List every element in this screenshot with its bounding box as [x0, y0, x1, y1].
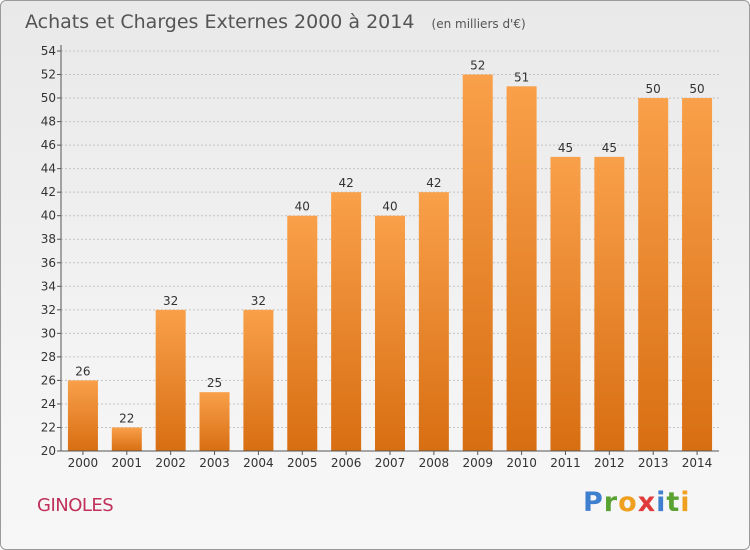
- chart-title-unit: (en milliers d'€): [432, 17, 526, 31]
- logo-letter: r: [603, 487, 619, 518]
- commune-name: GINOLES: [37, 495, 114, 516]
- y-tick-label: 22: [41, 420, 56, 434]
- bars: 26 22 32 25 32 40 42 40 42 52 51 45 45 50 50: [67, 59, 713, 452]
- logo-letter: P: [583, 487, 604, 518]
- bar-value-label: 22: [119, 411, 134, 425]
- bar-value-label: 40: [382, 200, 397, 214]
- logo-letter: i: [656, 487, 667, 518]
- x-tick-label: 2010: [506, 456, 537, 470]
- y-tick-label: 54: [41, 44, 56, 58]
- bar: [243, 309, 274, 451]
- y-tick-label: 46: [41, 138, 56, 152]
- bar: [111, 427, 142, 451]
- logo-letter: x: [637, 487, 657, 518]
- bar-value-label: 26: [75, 364, 90, 378]
- bar-value-label: 25: [207, 376, 222, 390]
- chart-title-main: Achats et Charges Externes 2000 à 2014: [25, 11, 414, 33]
- y-tick-label: 32: [41, 303, 56, 317]
- x-tick-label: 2014: [682, 456, 713, 470]
- y-axis: 20 22 24 26 28 30 32 34 36 38 40 42 44 46 48 50 52 54: [41, 44, 62, 458]
- bar: [67, 380, 98, 451]
- y-tick-label: 36: [41, 256, 56, 270]
- y-tick-label: 38: [41, 232, 56, 246]
- y-tick-label: 40: [41, 209, 56, 223]
- bar: [418, 192, 449, 452]
- bar: [331, 192, 362, 452]
- y-tick-label: 28: [41, 350, 56, 364]
- x-tick-label: 2009: [462, 456, 493, 470]
- x-tick-label: 2013: [638, 456, 669, 470]
- y-tick-label: 34: [41, 279, 56, 293]
- bar-value-label: 52: [470, 59, 485, 73]
- y-tick-label: 20: [41, 444, 56, 458]
- x-tick-label: 2005: [287, 456, 318, 470]
- logo-letter: o: [618, 487, 638, 518]
- bar-value-label: 50: [689, 82, 704, 96]
- x-tick-label: 2007: [375, 456, 406, 470]
- x-tick-label: 2002: [155, 456, 186, 470]
- bar-value-label: 42: [426, 176, 441, 190]
- bar-value-label: 42: [338, 176, 353, 190]
- x-tick-label: 2003: [199, 456, 230, 470]
- bar: [462, 74, 493, 451]
- logo-letter: i: [680, 487, 691, 518]
- x-tick-label: 2000: [68, 456, 99, 470]
- bar: [155, 309, 186, 451]
- x-tick-label: 2011: [550, 456, 581, 470]
- bar: [682, 98, 713, 451]
- x-tick-label: 2008: [419, 456, 450, 470]
- bar: [375, 215, 405, 451]
- bar-value-label: 50: [646, 82, 661, 96]
- bar-value-label: 32: [163, 294, 178, 308]
- chart-title: Achats et Charges Externes 2000 à 2014 (…: [25, 11, 526, 33]
- y-tick-label: 44: [41, 162, 56, 176]
- bar-value-label: 45: [602, 141, 617, 155]
- y-tick-label: 48: [41, 115, 56, 129]
- y-tick-label: 42: [41, 185, 56, 199]
- bar: [594, 156, 625, 451]
- bar-value-label: 32: [251, 294, 266, 308]
- x-tick-label: 2006: [331, 456, 362, 470]
- bar-value-label: 40: [295, 200, 310, 214]
- y-tick-label: 26: [41, 373, 56, 387]
- y-tick-label: 30: [41, 326, 56, 340]
- y-tick-label: 50: [41, 91, 56, 105]
- x-tick-label: 2001: [112, 456, 143, 470]
- y-tick-label: 24: [41, 397, 56, 411]
- x-tick-label: 2012: [594, 456, 625, 470]
- bar-value-label: 51: [514, 70, 529, 84]
- logo-letter: t: [666, 487, 681, 518]
- bar: [199, 392, 230, 451]
- bar: [550, 156, 581, 451]
- x-tick-label: 2004: [243, 456, 274, 470]
- bar: [638, 98, 669, 451]
- bar: [287, 215, 318, 451]
- bar-value-label: 45: [558, 141, 573, 155]
- bar: [506, 86, 537, 451]
- x-axis: 2000 2001 2002 2003 2004 2005 2006 2007 2008 2009…: [61, 450, 719, 470]
- y-tick-label: 52: [41, 68, 56, 82]
- proxiti-logo: Proxiti: [583, 487, 691, 518]
